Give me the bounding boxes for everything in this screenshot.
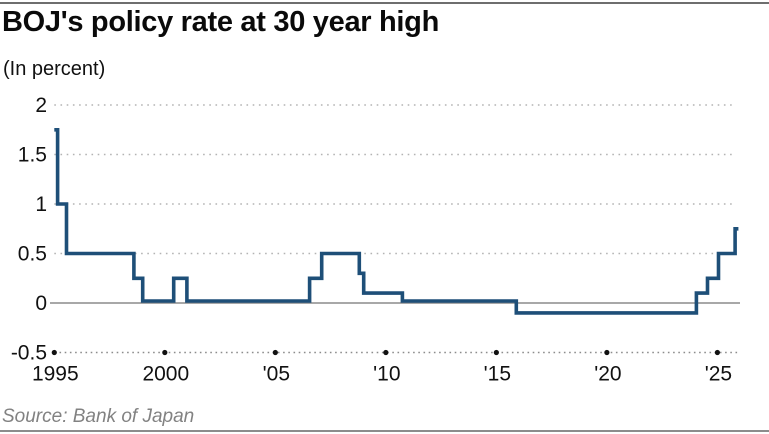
policy-rate-line: [54, 128, 739, 315]
top-rule: [0, 2, 769, 4]
source-label: Source: Bank of Japan: [2, 406, 195, 427]
x-tick-dot: [604, 349, 610, 356]
x-tick-dot: [272, 349, 278, 356]
y-tick-label: 0.5: [18, 243, 47, 266]
x-tick-label: '25: [705, 363, 732, 386]
bottom-rule: [0, 430, 769, 432]
y-tick-label: -0.5: [11, 342, 47, 365]
x-tick-label: 1995: [32, 363, 79, 386]
x-tick-dot: [383, 349, 389, 356]
x-tick-label: 2000: [142, 363, 189, 386]
x-tick-label: '05: [263, 363, 290, 386]
x-tick-label: '20: [594, 363, 621, 386]
x-tick-dot: [162, 349, 168, 356]
x-tick-dot: [493, 349, 499, 356]
y-tick-label: 0: [35, 292, 47, 315]
chart-title: BOJ's policy rate at 30 year high: [2, 6, 440, 38]
x-tick-label: '10: [373, 363, 400, 386]
y-tick-label: 1.5: [18, 144, 47, 167]
y-tick-label: 1: [35, 193, 47, 216]
x-tick-dot: [714, 349, 720, 356]
y-tick-label: 2: [35, 94, 47, 117]
x-tick-dot: [51, 349, 57, 356]
chart-unit-label: (In percent): [3, 58, 106, 80]
x-tick-label: '15: [484, 363, 511, 386]
